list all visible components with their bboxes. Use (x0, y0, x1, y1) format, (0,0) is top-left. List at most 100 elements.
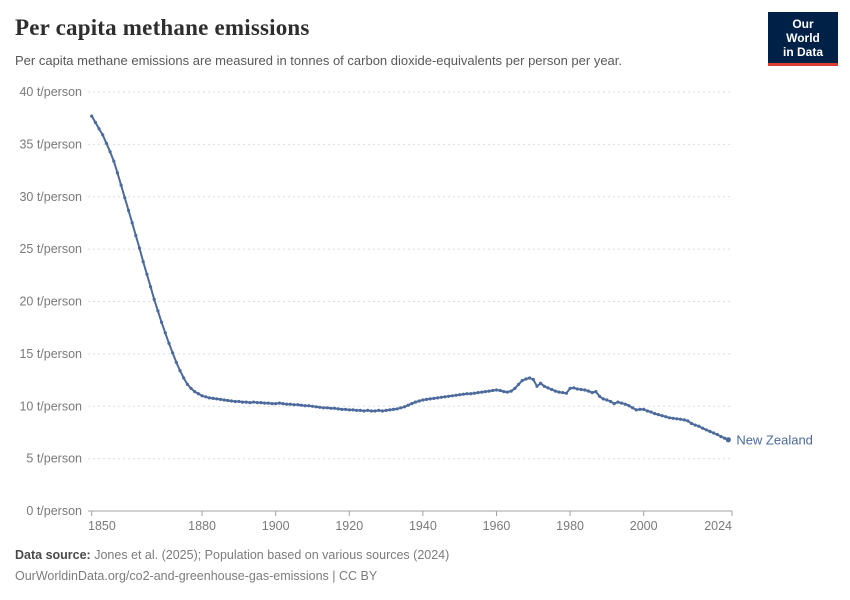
line-end-marker[interactable] (725, 437, 731, 443)
data-point (693, 423, 697, 427)
data-point (616, 400, 620, 404)
data-point (421, 398, 425, 402)
data-point (480, 390, 484, 394)
data-source-line: Data source: Jones et al. (2025); Popula… (15, 545, 835, 566)
data-point (171, 351, 175, 355)
data-point (211, 396, 215, 400)
emissions-line[interactable] (90, 115, 730, 441)
data-point (557, 390, 561, 394)
data-point (152, 297, 156, 301)
chart-subtitle: Per capita methane emissions are measure… (15, 53, 623, 68)
owid-url-link[interactable]: OurWorldinData.org/co2-and-greenhouse-ga… (15, 569, 329, 583)
y-axis-tick-label: 35 t/person (19, 137, 82, 151)
data-point (590, 391, 594, 395)
data-point (402, 405, 407, 409)
data-point (355, 408, 359, 412)
data-point (200, 394, 204, 398)
data-point (715, 432, 719, 437)
y-axis-tick-label: 40 t/person (19, 85, 82, 99)
data-point (450, 394, 454, 398)
data-point (689, 421, 694, 426)
data-point (90, 114, 94, 118)
data-point (638, 407, 642, 411)
data-point (509, 389, 513, 393)
data-point (498, 388, 502, 393)
data-point (546, 386, 550, 390)
data-point (233, 399, 237, 404)
owid-logo-line1: Our World (786, 17, 820, 45)
data-point (701, 426, 705, 430)
data-point (542, 384, 546, 388)
data-point (410, 402, 414, 406)
data-point (237, 399, 241, 404)
data-point (241, 400, 245, 404)
x-axis-tick-label: 1920 (335, 519, 363, 533)
data-point (708, 429, 712, 433)
data-point (483, 390, 487, 394)
data-point (660, 414, 664, 418)
data-point (531, 377, 535, 382)
data-point (380, 409, 384, 413)
data-point (388, 408, 392, 412)
data-point (447, 394, 451, 398)
data-point (333, 406, 337, 410)
owid-logo-line2: in Data (782, 45, 823, 59)
data-point (461, 392, 465, 396)
data-point (270, 402, 274, 406)
data-point (520, 379, 524, 383)
data-point (572, 386, 576, 390)
data-source-text: Jones et al. (2025); Population based on… (90, 548, 450, 562)
data-point (112, 159, 116, 163)
data-point (108, 150, 112, 154)
data-point (395, 407, 399, 411)
data-point (266, 401, 270, 405)
data-point (336, 407, 340, 411)
data-point (369, 409, 373, 413)
data-point (399, 406, 403, 410)
data-point (697, 424, 701, 428)
data-point (719, 435, 723, 439)
data-point (97, 127, 101, 131)
data-point (458, 393, 462, 397)
data-point (101, 133, 105, 137)
data-point (222, 398, 226, 402)
x-axis-tick-label: 1850 (88, 519, 116, 533)
x-axis-tick-label: 1980 (556, 519, 584, 533)
data-point (524, 377, 528, 381)
data-point (568, 386, 572, 390)
data-point (226, 398, 230, 403)
data-point (539, 381, 543, 385)
data-point (123, 196, 127, 200)
data-point (141, 260, 145, 264)
data-point (167, 341, 171, 345)
owid-logo[interactable]: Our World in Data (768, 12, 838, 66)
data-point (517, 382, 521, 386)
data-point (373, 409, 377, 413)
data-point (321, 406, 326, 410)
line-chart-canvas[interactable]: 0 t/person 5 t/person 10 t/person 15 t/pers… (0, 0, 850, 540)
data-point (288, 402, 292, 406)
data-point (612, 402, 616, 406)
data-point (528, 376, 532, 380)
x-axis-tick-label: 1900 (262, 519, 290, 533)
data-point (329, 406, 333, 410)
data-point (575, 387, 580, 391)
y-axis-tick-label: 5 t/person (26, 452, 82, 466)
data-point (149, 285, 153, 289)
entity-label[interactable]: New Zealand (736, 432, 813, 447)
data-point (583, 388, 587, 392)
data-point (428, 397, 432, 401)
data-point (535, 384, 539, 388)
data-point (310, 404, 315, 408)
page-title: Per capita methane emissions (15, 15, 310, 40)
data-point (454, 393, 458, 397)
y-axis-tick-label: 15 t/person (19, 347, 82, 361)
data-point (204, 395, 208, 399)
data-point (620, 401, 624, 405)
data-point (682, 418, 686, 422)
data-point (347, 408, 351, 412)
data-point (642, 407, 646, 411)
attribution-line: OurWorldinData.org/co2-and-greenhouse-ga… (15, 566, 835, 587)
data-point (417, 399, 421, 403)
